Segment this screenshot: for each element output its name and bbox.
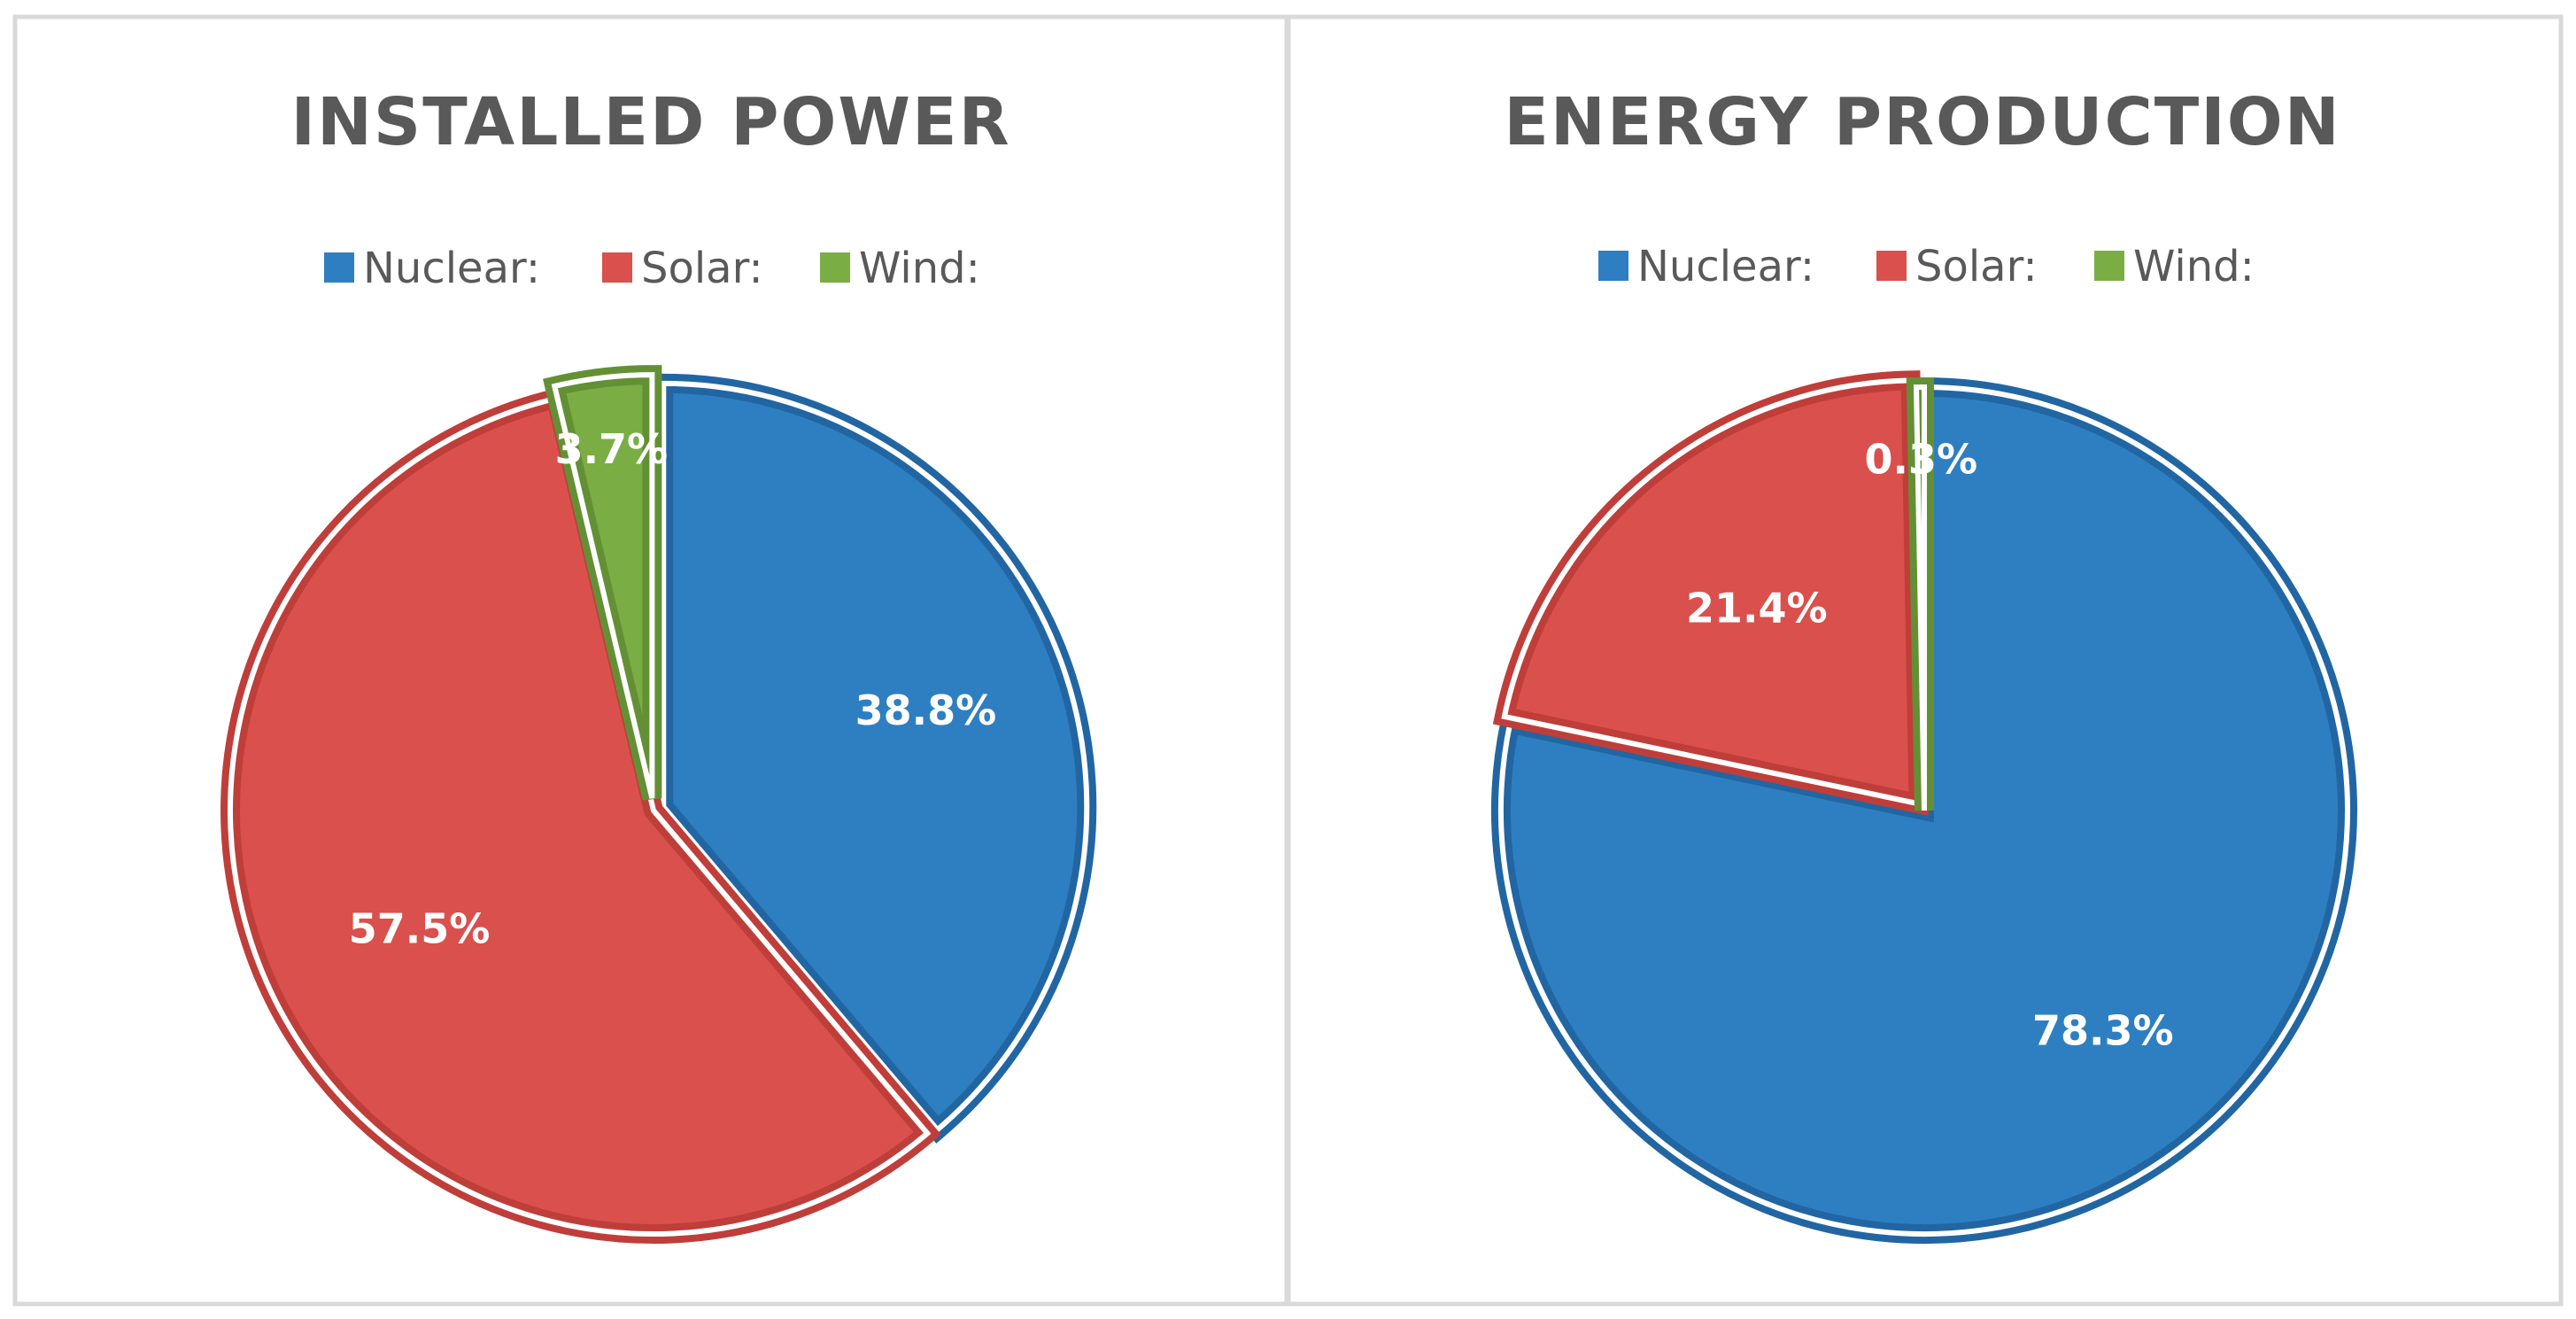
pie-slices [220,365,1097,1244]
chart-title: INSTALLED POWER [290,84,1010,160]
data-label-wind: 0.3% [1864,435,1977,483]
legend-swatch-wind [2094,251,2124,281]
legend-swatch-wind [820,252,850,283]
chart-energy-production: ENERGY PRODUCTION Nuclear: Solar: Wind: 78… [1491,84,2357,1244]
pie-slice-border-solar [1501,377,1922,808]
data-labels: 38.8% 57.5% 3.7% [349,425,996,953]
legend: Nuclear: Solar: Wind: [1598,242,2255,291]
pie-slice-border-wind [551,372,655,799]
data-label-solar: 21.4% [1686,584,1828,632]
legend-label-nuclear: Nuclear: [1637,242,1814,291]
legend-swatch-nuclear [324,252,354,283]
legend-label-wind: Wind: [859,244,980,293]
pie-slice-border-solar [228,395,932,1237]
chart-title: ENERGY PRODUCTION [1504,84,2340,160]
legend-label-solar: Solar: [641,244,763,293]
pie-slice-border-nuclear [661,380,1090,1134]
legend-swatch-solar [1876,251,1907,281]
pie-slice-border-wind [1913,384,1927,811]
legend-label-wind: Wind: [2133,242,2255,291]
legend: Nuclear: Solar: Wind: [324,244,980,293]
pie-slice-border-nuclear [1498,384,2350,1237]
legend-swatch-solar [602,252,632,283]
data-labels: 78.3% 21.4% 0.3% [1686,435,2174,1054]
data-label-wind: 3.7% [555,425,669,473]
legend-swatch-nuclear [1598,251,1628,281]
data-label-nuclear: 78.3% [2032,1007,2174,1055]
legend-label-solar: Solar: [1915,242,2038,291]
legend-label-nuclear: Nuclear: [363,244,540,293]
data-label-solar: 57.5% [349,905,491,953]
chart-installed-power: INSTALLED POWER Nuclear: Solar: Wind: 38.8… [220,84,1097,1244]
data-label-nuclear: 38.8% [855,687,997,734]
pie-slices [1491,370,2357,1244]
